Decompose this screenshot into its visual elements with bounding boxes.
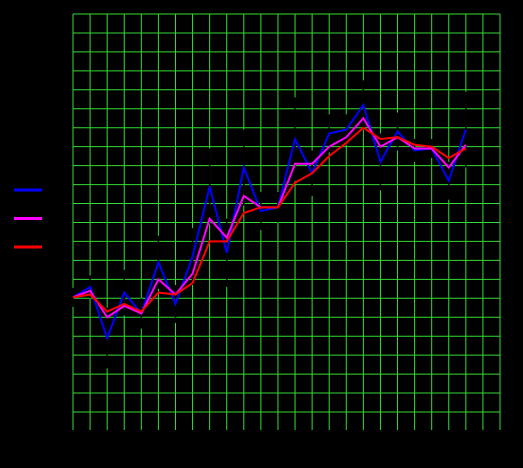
series-line — [72, 102, 467, 342]
series-line — [72, 126, 467, 313]
series-line — [72, 116, 467, 319]
